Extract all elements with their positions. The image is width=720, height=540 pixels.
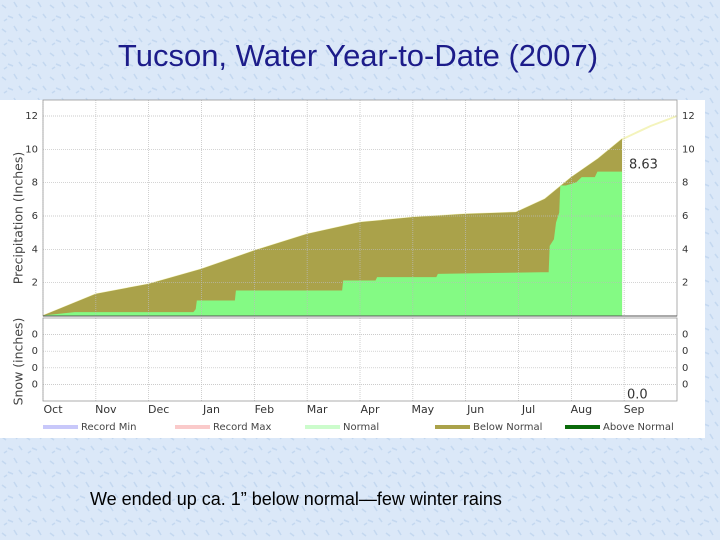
x-tick-label: Dec (148, 403, 169, 416)
snow-frame (42, 317, 678, 402)
x-tick-label: Jul (521, 403, 535, 416)
x-tick-label: Apr (360, 403, 380, 416)
x-tick-label: Jan (202, 403, 220, 416)
legend-swatch (435, 425, 470, 429)
y-axis-label: Precipitation (Inches) (11, 152, 26, 284)
y-tick-label: 6 (32, 211, 38, 222)
y-tick-label: 4 (32, 244, 38, 255)
x-tick-label: Feb (255, 403, 274, 416)
x-tick-label: May (411, 403, 434, 416)
snow-axis-label: Snow (inches) (11, 318, 26, 406)
x-tick-label: Nov (95, 403, 117, 416)
snow-tick-label: 0 (32, 346, 38, 357)
chart: 2 2 4 4 6 6 8 8 10 10 12 12 0 0 0 0 0 0 0 0 Oct Nov Dec Jan Feb M… (11, 99, 695, 433)
y-tick-label-right: 10 (682, 144, 695, 155)
legend-label: Record Min (81, 422, 136, 433)
legend-label: Record Max (213, 422, 271, 433)
legend-swatch (565, 425, 600, 429)
legend-label: Normal (343, 422, 379, 433)
area-edge (42, 171, 623, 317)
y-tick-label: 10 (25, 144, 38, 155)
snow-tick-label-right: 0 (682, 379, 688, 390)
x-tick-label: Aug (571, 403, 592, 416)
snow-tick-label-right: 0 (682, 363, 688, 374)
y-tick-label: 2 (32, 278, 38, 289)
slide-caption: We ended up ca. 1” below normal—few wint… (90, 489, 502, 509)
y-tick-label-right: 2 (682, 278, 688, 289)
snow-tick-label: 0 (32, 330, 38, 341)
snow-tick-label: 0 (32, 363, 38, 374)
legend-label: Above Normal (603, 422, 674, 433)
annotation: 8.63 (629, 158, 658, 173)
legend-swatch (175, 425, 210, 429)
x-tick-label: Oct (43, 403, 63, 416)
x-tick-label: Sep (624, 403, 645, 416)
y-tick-label-right: 8 (682, 178, 688, 189)
y-tick-label: 12 (25, 111, 38, 122)
snow-tick-label-right: 0 (682, 346, 688, 357)
slide-title: Tucson, Water Year-to-Date (2007) (118, 38, 598, 73)
legend-label: Below Normal (473, 422, 542, 433)
legend-swatch (43, 425, 78, 429)
area-edge (42, 138, 623, 317)
x-tick-label: Jun (466, 403, 484, 416)
snow-tick-label-right: 0 (682, 330, 688, 341)
legend-swatch (305, 425, 340, 429)
y-tick-label-right: 12 (682, 111, 695, 122)
snow-tick-label: 0 (32, 379, 38, 390)
y-tick-label: 8 (32, 178, 38, 189)
annotation: 0.0 (627, 388, 648, 403)
x-tick-label: Mar (307, 403, 328, 416)
y-tick-label-right: 4 (682, 244, 688, 255)
y-tick-label-right: 6 (682, 211, 688, 222)
area-fill (43, 139, 623, 316)
area-fill (43, 172, 623, 316)
